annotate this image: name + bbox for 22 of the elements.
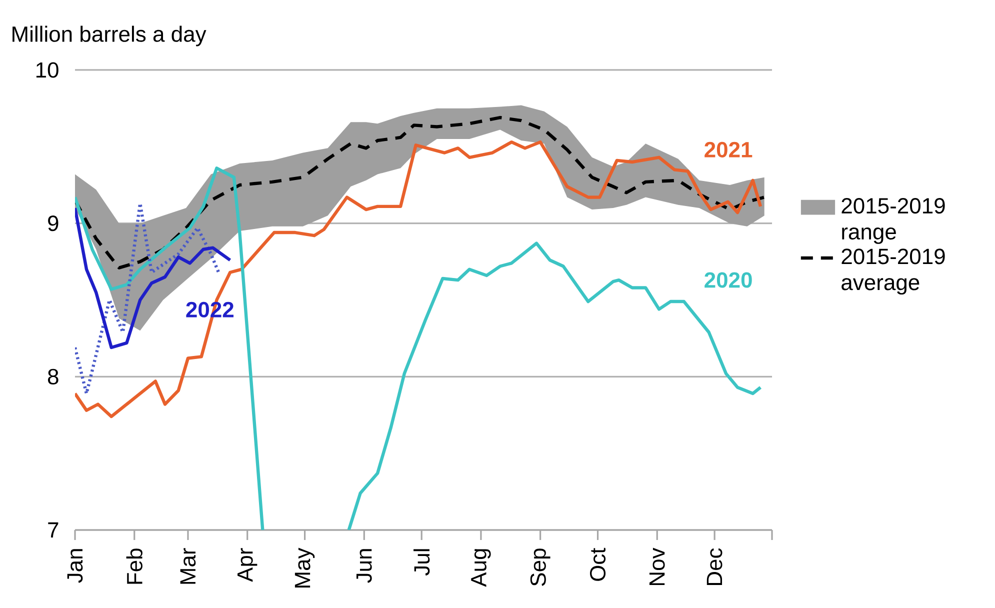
y-tick-label: 7 xyxy=(48,522,58,538)
x-tick-label: Apr xyxy=(238,548,258,582)
x-tick-label: Aug xyxy=(471,549,491,587)
x-tick-label: May xyxy=(294,548,315,588)
x-tick-label: Jul xyxy=(414,549,430,576)
x-tick-label: Dec xyxy=(706,548,722,586)
x-tick-label: Jun xyxy=(356,549,372,583)
x-tick-label: Mar xyxy=(180,548,196,584)
text: 2015-2019 range xyxy=(842,198,945,244)
x-tick-label: Sep xyxy=(530,548,550,586)
legend-label: 2015-2019 average xyxy=(842,248,945,295)
y-axis-title: Million barrels a day xyxy=(12,26,206,46)
x-tick-label: Jan xyxy=(67,549,83,583)
line-series xyxy=(75,206,232,350)
series-label: 2020 xyxy=(704,272,752,288)
series-label: 2021 xyxy=(704,142,752,158)
x-tick-label: Nov xyxy=(649,548,665,586)
y-tick-label: 8 xyxy=(48,368,58,384)
x-tick-label: Feb xyxy=(126,548,142,584)
y-tick-label: 9 xyxy=(48,216,58,232)
x-tick-label: Oct xyxy=(590,548,606,581)
y-tick-label: 10 xyxy=(36,62,58,78)
